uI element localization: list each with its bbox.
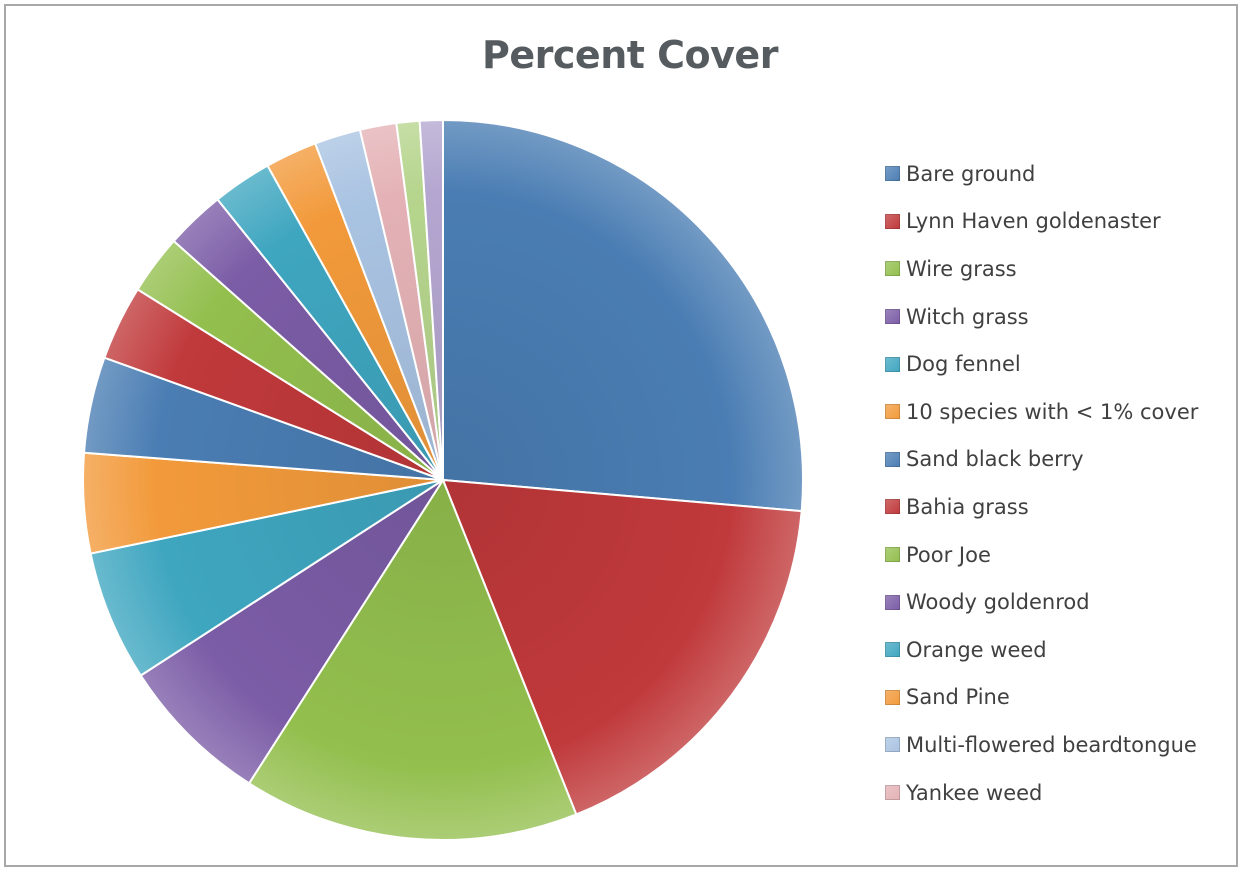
legend-item: Dog fennel: [885, 340, 1198, 388]
legend-swatch: [885, 499, 900, 515]
legend-item: Woody goldenrod: [885, 578, 1198, 626]
pie-slice: [139, 479, 444, 785]
legend-label: Poor Joe: [906, 542, 991, 567]
legend-swatch: [885, 404, 900, 420]
chart-legend: Bare ground Lynn Haven goldenaster Wire gr…: [885, 150, 1198, 816]
legend-swatch: [885, 689, 900, 705]
legend-item: Bahia grass: [885, 483, 1198, 531]
pie-slice: [248, 479, 578, 841]
legend-item: Bare ground: [885, 150, 1198, 198]
legend-label: Multi-flowered beardtongue: [906, 732, 1197, 757]
legend-swatch: [885, 213, 900, 229]
pie-slice: [89, 479, 444, 677]
legend-swatch: [885, 309, 900, 325]
legend-label: Yankee weed: [906, 780, 1043, 805]
legend-label: Wire grass: [906, 256, 1017, 281]
legend-item: Yankee weed: [885, 769, 1198, 817]
legend-item: Multi-flowered beardtongue: [885, 721, 1198, 769]
legend-item: 10 species with < 1% cover: [885, 388, 1198, 436]
legend-item: Orange weed: [885, 626, 1198, 674]
legend-label: 10 species with < 1% cover: [906, 399, 1199, 424]
legend-swatch: [885, 594, 900, 610]
legend-swatch: [885, 356, 900, 372]
legend-swatch: [885, 737, 900, 753]
legend-swatch: [885, 451, 900, 467]
legend-label: Dog fennel: [906, 352, 1021, 377]
legend-swatch: [885, 642, 900, 658]
pie-slice: [418, 119, 444, 481]
legend-label: Bare ground: [906, 161, 1036, 186]
legend-swatch: [885, 261, 900, 277]
legend-label: Orange weed: [906, 637, 1047, 662]
legend-label: Lynn Haven goldenaster: [906, 209, 1161, 234]
pie-slice: [442, 119, 805, 513]
pie-slice: [442, 479, 803, 816]
legend-item: Poor Joe: [885, 531, 1198, 579]
legend-item: Sand black berry: [885, 436, 1198, 484]
legend-item: Witch grass: [885, 293, 1198, 341]
legend-label: Woody goldenrod: [906, 590, 1090, 615]
legend-label: Sand black berry: [906, 447, 1084, 472]
legend-swatch: [885, 785, 900, 801]
legend-label: Bahia grass: [906, 494, 1029, 519]
legend-item: Wire grass: [885, 245, 1198, 293]
legend-swatch: [885, 547, 900, 563]
legend-item: Lynn Haven goldenaster: [885, 198, 1198, 246]
legend-label: Witch grass: [906, 304, 1029, 329]
legend-item: Sand Pine: [885, 674, 1198, 722]
chart-title: Percent Cover: [482, 33, 778, 77]
legend-swatch: [885, 166, 900, 182]
legend-label: Sand Pine: [906, 685, 1010, 710]
